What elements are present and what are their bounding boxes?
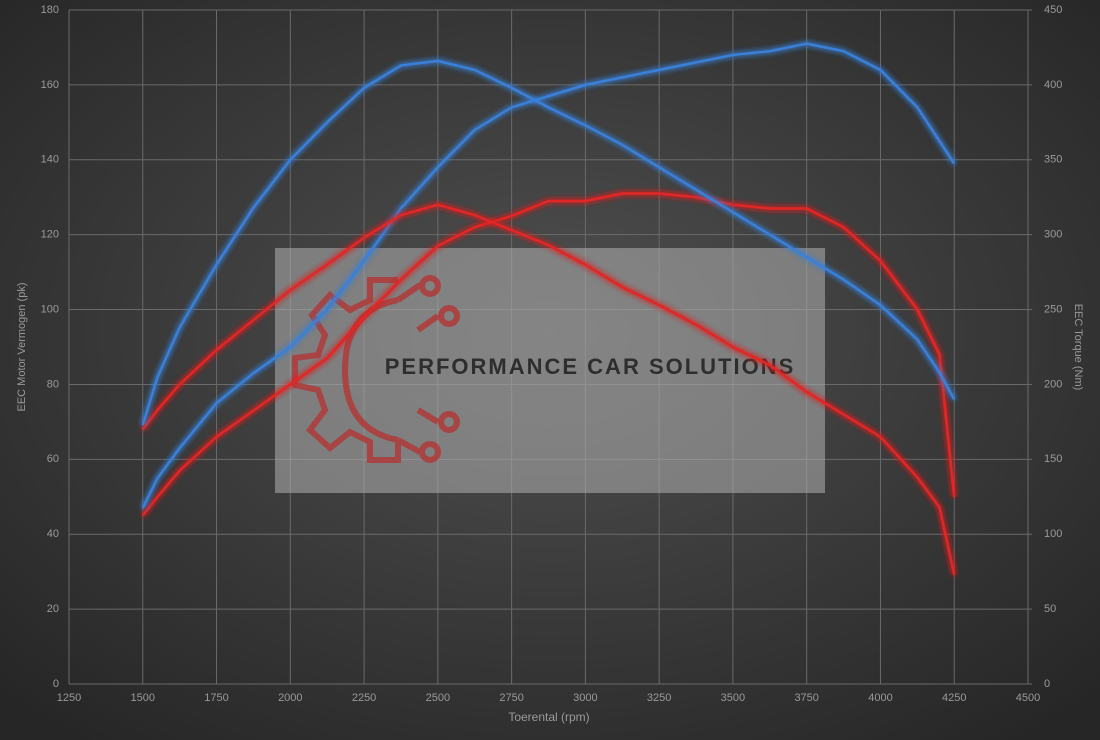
x-tick-label: 4250 <box>942 692 966 704</box>
x-axis-label: Toerental (rpm) <box>508 710 589 724</box>
data-line <box>141 59 956 426</box>
x-tick-label: 3500 <box>721 692 745 704</box>
x-tick-label: 3250 <box>647 692 671 704</box>
x-tick-label: 4000 <box>868 692 892 704</box>
x-tick-label: 2750 <box>499 692 523 704</box>
x-tick-label: 2500 <box>426 692 450 704</box>
x-tick-label: 3000 <box>573 692 597 704</box>
y2-tick-label: 100 <box>1044 528 1062 540</box>
y-tick-label: 40 <box>47 528 59 540</box>
data-line <box>141 192 956 517</box>
y-tick-label: 160 <box>41 79 59 91</box>
y-tick-label: 120 <box>41 229 59 241</box>
watermark-text: PERFORMANCE CAR SOLUTIONS <box>385 354 796 379</box>
y2-tick-label: 450 <box>1044 4 1062 16</box>
y-tick-label: 100 <box>41 303 59 315</box>
y-tick-label: 60 <box>47 453 59 465</box>
watermark-logo <box>292 275 460 463</box>
y2-tick-label: 300 <box>1044 229 1062 241</box>
y2-tick-label: 350 <box>1044 154 1062 166</box>
x-tick-label: 1750 <box>204 692 228 704</box>
y2-tick-label: 150 <box>1044 453 1062 465</box>
y2-tick-label: 200 <box>1044 378 1062 390</box>
x-tick-label: 2000 <box>278 692 302 704</box>
y-tick-label: 0 <box>53 678 59 690</box>
y2-tick-label: 250 <box>1044 303 1062 315</box>
data-line <box>141 42 956 509</box>
watermark-box <box>275 248 825 493</box>
x-tick-label: 1250 <box>57 692 81 704</box>
x-tick-label: 1500 <box>131 692 155 704</box>
y-tick-label: 20 <box>47 603 59 615</box>
y2-tick-label: 0 <box>1044 678 1050 690</box>
y-tick-label: 180 <box>41 4 59 16</box>
y2-axis-label: EEC Torque (Nm) <box>1072 304 1084 391</box>
x-tick-label: 3750 <box>794 692 818 704</box>
x-tick-label: 2250 <box>352 692 376 704</box>
x-tick-label: 4500 <box>1016 692 1040 704</box>
y-tick-label: 80 <box>47 378 59 390</box>
y-tick-label: 140 <box>41 154 59 166</box>
y2-tick-label: 400 <box>1044 79 1062 91</box>
y-axis-label: EEC Motor Vermogen (pk) <box>16 283 28 412</box>
data-line <box>141 203 956 575</box>
watermark: PERFORMANCE CAR SOLUTIONS <box>275 248 825 493</box>
y2-tick-label: 50 <box>1044 603 1056 615</box>
